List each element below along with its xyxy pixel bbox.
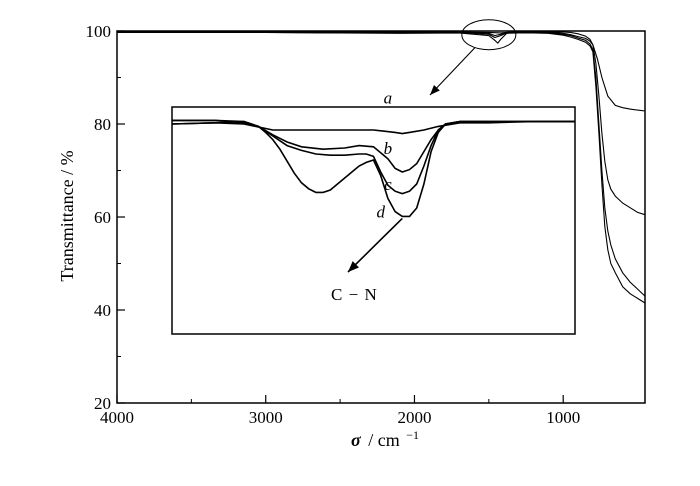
cn-arrow-line (347, 217, 403, 273)
y-tick-label-40: 40 (94, 301, 111, 320)
main-series-line-4 (117, 31, 646, 304)
axes-layer: 4000 3000 2000 1000 20 40 60 80 100 (86, 19, 646, 427)
inset-series-label-b: b (384, 139, 393, 158)
x-tick-label-1000: 1000 (546, 408, 580, 427)
y-tick-label-60: 60 (94, 208, 111, 227)
inset-series-label-a: a (384, 89, 393, 108)
inset-series-label-d: d (376, 203, 385, 222)
x-tick-label-4000: 4000 (100, 408, 134, 427)
y-tick-label-20: 20 (94, 394, 111, 413)
inset-layer: a bcd (171, 89, 576, 335)
y-axis-title: Transmittance / % (57, 150, 77, 281)
y-tick-label-100: 100 (86, 22, 112, 41)
cn-arrow-head (348, 261, 359, 272)
x-tick-label-2000: 2000 (397, 408, 431, 427)
inset-annotation-cn: C − N (331, 285, 377, 304)
zoom-arrow-line (429, 47, 476, 96)
x-tick-label-3000: 3000 (249, 408, 283, 427)
x-axis-title: σ / cm −1 (351, 428, 419, 450)
x-axis-title-unit: / cm (368, 430, 400, 450)
inset-series-label-c: c (384, 175, 392, 194)
zoom-arrow-head (430, 84, 440, 95)
annotation-dash: − (349, 285, 359, 304)
inset-frame (171, 106, 576, 335)
main-series-layer (117, 31, 646, 304)
annotation-c: C (331, 285, 342, 304)
zoom-region-ellipse (461, 19, 517, 51)
x-axis-title-exponent: −1 (406, 428, 419, 442)
x-axis-title-symbol: σ (351, 430, 362, 450)
main-series-line-1 (117, 31, 646, 112)
annotation-n: N (364, 285, 376, 304)
inset-series-line-d (171, 120, 575, 218)
y-tick-label-80: 80 (94, 115, 111, 134)
